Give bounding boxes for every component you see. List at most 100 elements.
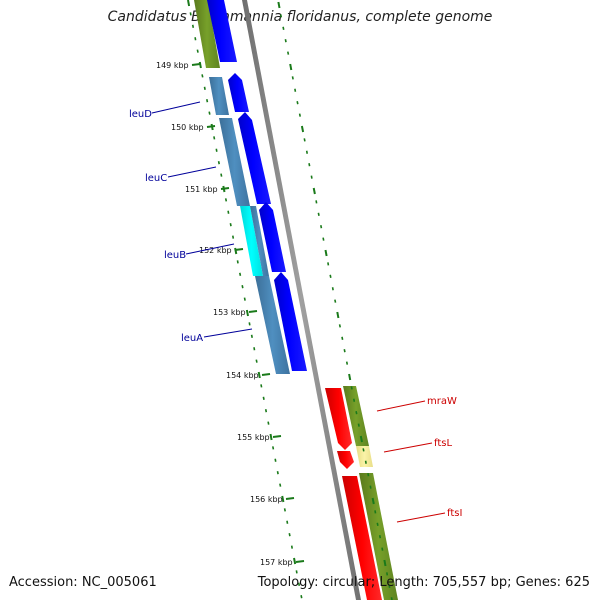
minor-tick bbox=[297, 582, 301, 586]
genome-summary: Topology: circular; Length: 705,557 bp; … bbox=[257, 575, 590, 590]
scale-label: 150 kbp bbox=[171, 123, 204, 132]
minor-tick bbox=[320, 225, 323, 229]
cog-segment bbox=[209, 77, 229, 115]
scale-tick bbox=[206, 125, 216, 128]
minor-tick bbox=[201, 74, 204, 78]
major-tick bbox=[300, 125, 305, 133]
minor-tick bbox=[272, 446, 275, 450]
minor-tick bbox=[284, 39, 287, 43]
major-tick bbox=[289, 63, 293, 71]
scale-tick bbox=[248, 310, 258, 313]
minor-tick bbox=[345, 361, 349, 365]
minor-tick bbox=[279, 483, 282, 487]
minor-tick bbox=[213, 136, 216, 140]
minor-tick bbox=[334, 299, 337, 303]
scale-tick bbox=[220, 187, 230, 190]
major-tick bbox=[277, 1, 281, 9]
minor-tick bbox=[317, 212, 320, 216]
gene-label: leuB bbox=[164, 250, 186, 261]
minor-tick bbox=[243, 297, 246, 301]
cog-segment bbox=[356, 446, 373, 467]
cog-segment bbox=[255, 276, 290, 374]
minor-tick bbox=[378, 535, 382, 539]
major-tick bbox=[187, 0, 191, 7]
cog-segment bbox=[240, 206, 263, 276]
minor-tick bbox=[208, 111, 211, 115]
scale-label: 154 kbp bbox=[226, 371, 259, 380]
cds-arrow bbox=[259, 202, 286, 272]
minor-tick bbox=[279, 14, 283, 18]
minor-tick bbox=[388, 584, 391, 588]
minor-tick bbox=[255, 359, 258, 363]
minor-tick bbox=[362, 448, 365, 452]
gene-label: leuC bbox=[145, 173, 167, 184]
minor-tick bbox=[303, 138, 306, 142]
minor-tick bbox=[189, 12, 192, 16]
minor-tick bbox=[376, 522, 379, 526]
minor-tick bbox=[224, 198, 228, 202]
major-tick bbox=[269, 433, 273, 441]
cog-segment bbox=[343, 386, 369, 446]
minor-tick bbox=[296, 101, 299, 105]
backbone-ring bbox=[242, 0, 361, 600]
scale-label: 149 kbp bbox=[156, 61, 189, 70]
cog-segment bbox=[250, 206, 269, 276]
minor-tick bbox=[322, 237, 325, 241]
minor-tick bbox=[229, 223, 232, 227]
minor-tick bbox=[264, 409, 268, 413]
major-tick bbox=[371, 497, 375, 505]
minor-tick bbox=[300, 595, 303, 599]
gene-label: leuD bbox=[129, 109, 152, 120]
leader-line bbox=[151, 101, 201, 114]
minor-tick bbox=[232, 235, 235, 239]
minor-tick bbox=[239, 272, 242, 276]
scale-tick bbox=[261, 373, 271, 376]
minor-tick bbox=[369, 485, 372, 489]
minor-tick bbox=[227, 210, 230, 214]
minor-tick bbox=[341, 336, 344, 340]
scale-tick bbox=[285, 497, 295, 500]
minor-tick bbox=[355, 411, 358, 415]
minor-tick bbox=[374, 510, 377, 514]
minor-tick bbox=[236, 260, 239, 264]
scale-label: 153 kbp bbox=[213, 308, 246, 317]
minor-tick bbox=[241, 285, 244, 289]
minor-tick bbox=[286, 520, 289, 524]
scale-label: 156 kbp bbox=[250, 495, 283, 504]
scale-label: 155 kbp bbox=[237, 433, 270, 442]
major-tick bbox=[281, 495, 285, 503]
cog-band-upper bbox=[194, 0, 290, 374]
major-tick bbox=[198, 61, 202, 69]
minor-tick bbox=[217, 161, 220, 165]
reverse-cds-track bbox=[325, 388, 382, 600]
scale-label: 151 kbp bbox=[185, 185, 218, 194]
cds-arrow bbox=[228, 73, 249, 112]
minor-tick bbox=[295, 570, 298, 574]
minor-tick bbox=[367, 473, 370, 477]
major-tick bbox=[312, 187, 316, 195]
major-tick bbox=[348, 373, 352, 381]
cog-segment bbox=[194, 0, 220, 68]
scale-label: 157 kbp bbox=[260, 558, 293, 567]
scale-label: 152 kbp bbox=[199, 246, 232, 255]
gene-label: mraW bbox=[427, 396, 457, 407]
minor-tick bbox=[298, 113, 301, 117]
major-tick bbox=[336, 311, 340, 319]
minor-tick bbox=[203, 86, 206, 90]
minor-tick bbox=[290, 545, 293, 549]
minor-tick bbox=[331, 287, 334, 291]
leader-line bbox=[396, 512, 446, 523]
leader-line bbox=[383, 442, 433, 453]
minor-tick bbox=[353, 398, 356, 402]
leader-line bbox=[376, 400, 426, 412]
minor-tick bbox=[267, 421, 270, 425]
cds-arrow bbox=[274, 272, 307, 371]
minor-tick bbox=[288, 533, 291, 537]
gene-label: ftsI bbox=[447, 508, 462, 519]
minor-tick bbox=[220, 173, 223, 177]
cds-arrow bbox=[342, 476, 382, 600]
minor-tick bbox=[386, 572, 389, 576]
minor-tick bbox=[364, 460, 367, 464]
minor-tick bbox=[291, 76, 294, 80]
scale-tick bbox=[295, 560, 305, 563]
